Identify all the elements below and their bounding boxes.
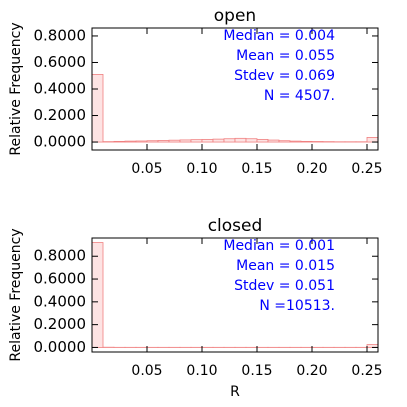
bar xyxy=(256,138,269,143)
bar xyxy=(190,139,203,143)
stat-annotation: N =10513. xyxy=(259,298,335,314)
bar xyxy=(245,138,258,143)
bar xyxy=(91,242,104,348)
y-axis-label: Relative Frequency xyxy=(8,22,24,155)
bar xyxy=(113,140,126,143)
x-tick-label: 0.10 xyxy=(186,363,217,379)
stat-annotation: N = 4507. xyxy=(264,88,335,104)
bar xyxy=(179,139,192,143)
y-tick-label: 0.2000 xyxy=(34,315,87,333)
bar xyxy=(234,137,247,143)
x-tick-label: 0.25 xyxy=(351,161,382,177)
stat-annotation: Median = 0.004 xyxy=(223,28,335,44)
y-tick-label: 0.0000 xyxy=(34,133,87,151)
bar xyxy=(135,140,148,143)
y-tick-label: 0.0000 xyxy=(34,338,87,356)
bar xyxy=(91,74,104,143)
bar xyxy=(124,140,137,143)
x-axis-label: R xyxy=(230,384,240,400)
bar xyxy=(223,138,236,143)
stat-annotation: Stdev = 0.069 xyxy=(234,68,335,84)
y-tick-label: 0.8000 xyxy=(34,247,87,265)
y-tick-label: 0.4000 xyxy=(34,80,87,98)
bar xyxy=(267,139,280,143)
bar xyxy=(278,140,291,143)
y-tick-label: 0.2000 xyxy=(34,106,87,124)
y-tick-label: 0.6000 xyxy=(34,53,87,71)
plot-frame xyxy=(91,237,379,353)
x-tick-label: 0.05 xyxy=(131,161,162,177)
stat-annotation: Median = 0.001 xyxy=(223,238,335,254)
bar xyxy=(212,138,225,143)
bar xyxy=(146,140,159,143)
chart-title: open xyxy=(214,6,256,26)
chart-title: closed xyxy=(208,216,263,236)
x-tick-label: 0.25 xyxy=(351,363,382,379)
x-tick-label: 0.20 xyxy=(296,363,327,379)
y-tick-label: 0.8000 xyxy=(34,26,87,44)
x-tick-label: 0.10 xyxy=(186,161,217,177)
plot-frame xyxy=(91,27,379,151)
x-tick-label: 0.15 xyxy=(241,363,272,379)
bar xyxy=(300,140,313,143)
stat-annotation: Mean = 0.055 xyxy=(236,48,335,64)
x-tick-label: 0.05 xyxy=(131,363,162,379)
bar xyxy=(157,140,170,143)
bar xyxy=(366,137,379,143)
stat-annotation: Stdev = 0.051 xyxy=(234,278,335,294)
bar xyxy=(289,140,302,143)
bar xyxy=(168,139,181,143)
y-axis-label: Relative Frequency xyxy=(8,228,24,361)
y-tick-label: 0.4000 xyxy=(34,292,87,310)
bar xyxy=(201,138,214,143)
y-tick-label: 0.6000 xyxy=(34,270,87,288)
bar xyxy=(311,141,324,143)
x-tick-label: 0.20 xyxy=(296,161,327,177)
x-tick-label: 0.15 xyxy=(241,161,272,177)
stat-annotation: Mean = 0.015 xyxy=(236,258,335,274)
